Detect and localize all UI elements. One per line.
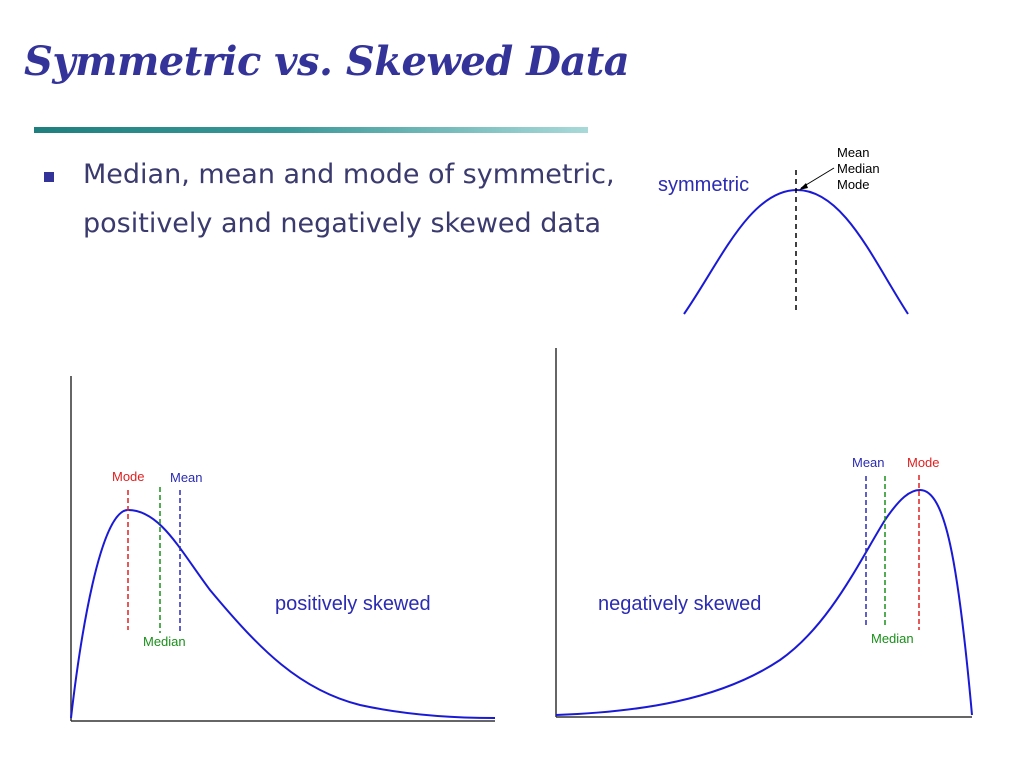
title-divider	[34, 127, 588, 133]
symmetric-diagram: symmetric Mean Median Mode	[658, 145, 909, 315]
negative-median-label: Median	[871, 631, 914, 646]
pointer-arrowhead-icon	[799, 183, 808, 190]
negative-mean-label: Mean	[852, 455, 885, 470]
positive-mean-label: Mean	[170, 470, 203, 485]
negative-curve	[555, 488, 973, 716]
negative-skew-diagram: Mean Mode Median negatively skewed	[555, 348, 973, 718]
bullet-text: Median, mean and mode of symmetric, posi…	[83, 159, 615, 239]
symmetric-label-median: Median	[837, 161, 880, 176]
positive-skew-diagram: Mode Mean Median positively skewed	[70, 376, 496, 722]
bullet-square-icon	[44, 172, 54, 182]
symmetric-curve	[683, 188, 909, 315]
symmetric-label-mode: Mode	[837, 177, 870, 192]
positive-caption: positively skewed	[275, 593, 431, 615]
negative-mode-label: Mode	[907, 455, 940, 470]
slide-title: Symmetric vs. Skewed Data	[24, 38, 630, 85]
positive-curve	[70, 508, 496, 719]
symmetric-caption: symmetric	[658, 174, 749, 196]
positive-median-label: Median	[143, 634, 186, 649]
positive-mode-label: Mode	[112, 469, 145, 484]
symmetric-label-mean: Mean	[837, 145, 870, 160]
negative-caption: negatively skewed	[598, 593, 761, 615]
